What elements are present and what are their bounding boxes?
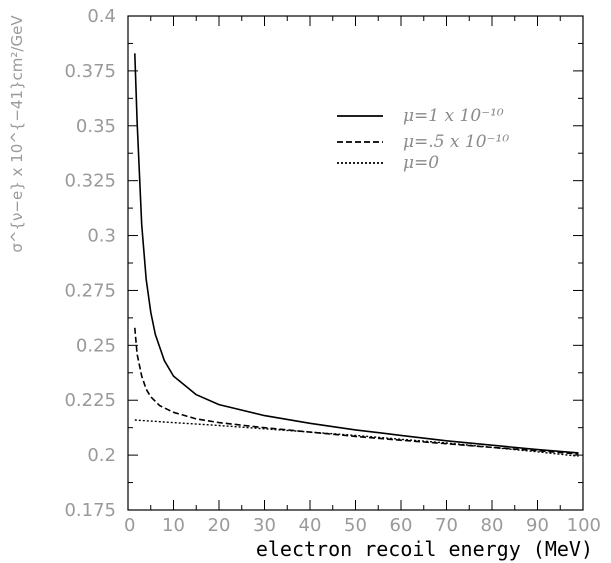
series-line-1 bbox=[134, 327, 579, 455]
y-tick-label-6: 0.325 bbox=[64, 171, 116, 192]
y-tick-label-9: 0.4 bbox=[87, 6, 116, 27]
legend: μ=1 x 10⁻¹⁰ μ=.5 x 10⁻¹⁰μ=0 bbox=[337, 106, 509, 173]
x-tick-label-10: 100 bbox=[567, 515, 601, 536]
series-lines bbox=[134, 53, 579, 457]
y-tick-label-2: 0.225 bbox=[64, 390, 116, 411]
x-tick-label-2: 20 bbox=[208, 515, 231, 536]
x-tick-label-4: 40 bbox=[299, 515, 322, 536]
x-tick-label-7: 70 bbox=[435, 515, 458, 536]
legend-label-1: μ=.5 x 10⁻¹⁰ bbox=[403, 132, 509, 152]
x-tick-label-9: 90 bbox=[526, 515, 549, 536]
series-line-2 bbox=[134, 419, 579, 457]
x-tick-label-5: 50 bbox=[344, 515, 367, 536]
x-tick-label-8: 80 bbox=[481, 515, 504, 536]
y-tick-label-8: 0.375 bbox=[64, 61, 116, 82]
x-axis-label: electron recoil energy (MeV) bbox=[256, 537, 593, 561]
y-tick-label-7: 0.35 bbox=[76, 116, 116, 137]
y-axis-label: σ^{ν−e} x 10^{−41}cm²/GeV bbox=[8, 15, 26, 253]
y-tick-label-1: 0.2 bbox=[87, 445, 116, 466]
legend-label-0: μ=1 x 10⁻¹⁰ bbox=[403, 106, 504, 126]
y-tick-label-5: 0.3 bbox=[87, 226, 116, 247]
series-line-0 bbox=[134, 53, 579, 454]
y-tick-label-3: 0.25 bbox=[76, 335, 116, 356]
y-tick-label-0: 0.175 bbox=[64, 500, 116, 521]
y-axis-ticks: 0.175 0.2 0.225 0.25 0.275 0.3 0.325 0.35 0.375 0… bbox=[64, 6, 583, 521]
legend-label-2: μ=0 bbox=[403, 153, 439, 173]
x-axis-ticks: 0 10 20 30 40 50 60 70 80 90 100 bbox=[124, 16, 601, 536]
x-tick-label-6: 60 bbox=[390, 515, 413, 536]
x-tick-label-3: 30 bbox=[253, 515, 276, 536]
y-tick-label-4: 0.275 bbox=[64, 280, 116, 301]
x-tick-label-0: 0 bbox=[124, 515, 135, 536]
x-tick-label-1: 10 bbox=[162, 515, 185, 536]
